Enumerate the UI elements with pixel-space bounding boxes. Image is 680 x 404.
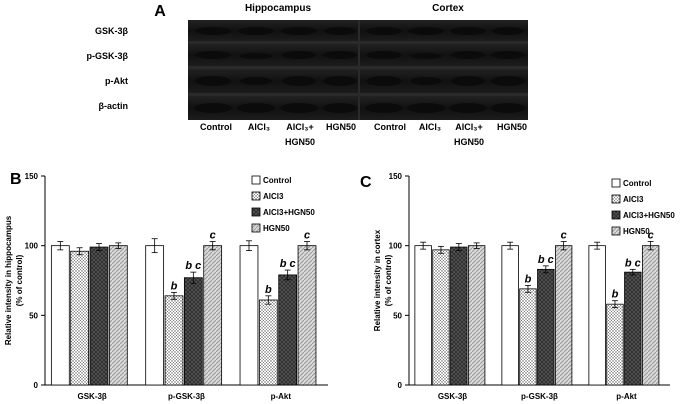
x-tick-label: GSK-3β bbox=[77, 392, 106, 401]
panel-a-label: A bbox=[154, 3, 166, 20]
y-axis-label: (% of control) bbox=[15, 254, 24, 306]
legend-label: AlCl3+HGN50 bbox=[263, 208, 315, 217]
y-tick-label: 0 bbox=[34, 381, 39, 390]
lane-label-alcl3: AlCl₃ bbox=[248, 122, 270, 132]
bar bbox=[183, 277, 203, 386]
panel-label: B bbox=[10, 171, 22, 188]
y-axis-label: Relative intensity in cortex bbox=[373, 229, 382, 331]
bar bbox=[606, 303, 624, 386]
y-axis-label: (% of control) bbox=[384, 254, 393, 306]
lane-label-control: Control bbox=[200, 122, 232, 132]
bar bbox=[467, 245, 486, 386]
blot-strip bbox=[360, 44, 528, 66]
panel-a: A Hippocampus Cortex GSK-3β p-GSK-3β p-A… bbox=[87, 3, 528, 147]
significance-letter: b c bbox=[185, 260, 201, 272]
x-tick-label: p-Akt bbox=[616, 392, 637, 401]
y-tick-label: 150 bbox=[25, 172, 39, 181]
legend-label: AlCl3 bbox=[263, 192, 284, 201]
lane-label-hgn50: HGN50 bbox=[326, 122, 356, 132]
legend-label: HGN50 bbox=[623, 227, 650, 236]
significance-letter: c bbox=[210, 229, 216, 241]
legend-swatch bbox=[251, 223, 261, 233]
significance-letter: b c bbox=[538, 254, 554, 266]
bar bbox=[414, 245, 432, 386]
panel-label: C bbox=[360, 174, 372, 191]
legend-swatch bbox=[611, 194, 621, 204]
legend-label: AlCl3 bbox=[623, 195, 644, 204]
blot-image bbox=[188, 20, 528, 120]
y-tick-label: 100 bbox=[25, 242, 39, 251]
bar bbox=[50, 245, 70, 386]
legend-swatch bbox=[251, 207, 261, 217]
x-tick-label: p-Akt bbox=[271, 392, 292, 401]
blot-row-label: p-GSK-3β bbox=[87, 51, 129, 61]
lane-label-alcl3: AlCl₃ bbox=[419, 122, 441, 132]
bar bbox=[70, 250, 90, 386]
legend-swatch bbox=[251, 175, 261, 185]
lane-label-combo: HGN50 bbox=[454, 137, 484, 147]
bar bbox=[239, 245, 259, 386]
bar bbox=[203, 245, 223, 386]
significance-letter: b bbox=[265, 284, 272, 296]
bar bbox=[297, 245, 317, 386]
significance-letter: b c bbox=[280, 258, 296, 270]
significance-letter: c bbox=[304, 229, 310, 241]
bar bbox=[108, 245, 128, 386]
bar bbox=[432, 249, 450, 386]
lane-label-combo: HGN50 bbox=[285, 137, 315, 147]
bar bbox=[278, 274, 298, 386]
lane-label-hgn50: HGN50 bbox=[497, 122, 527, 132]
bar bbox=[624, 271, 642, 386]
legend-label: AlCl3+HGN50 bbox=[623, 211, 675, 220]
chart-c: C Relative intensity in cortex (% of contr… bbox=[360, 172, 675, 401]
lane-label-combo: AlCl₃+ bbox=[286, 122, 313, 132]
y-tick-label: 50 bbox=[29, 311, 38, 320]
blot-row-label: p-Akt bbox=[105, 76, 128, 86]
blot-row-label: β-actin bbox=[99, 101, 129, 111]
significance-letter: b bbox=[612, 289, 619, 301]
region-label-hippocampus: Hippocampus bbox=[245, 3, 312, 14]
chart-b: B Relative intensity in hippocampus (% of … bbox=[4, 171, 328, 401]
region-label-cortex: Cortex bbox=[432, 3, 464, 14]
legend-swatch bbox=[611, 210, 621, 220]
bar bbox=[519, 288, 537, 386]
x-tick-label: p-GSK-3β bbox=[521, 392, 558, 401]
significance-letter: c bbox=[648, 229, 654, 241]
legend-swatch bbox=[611, 226, 621, 236]
blot-strip bbox=[188, 44, 358, 66]
lane-label-control: Control bbox=[374, 122, 406, 132]
y-tick-label: 0 bbox=[398, 381, 403, 390]
blot-row-label: GSK-3β bbox=[95, 26, 129, 36]
legend-label: Control bbox=[263, 176, 291, 185]
bar bbox=[164, 295, 184, 386]
significance-letter: b bbox=[525, 273, 532, 285]
bar bbox=[258, 299, 278, 386]
y-axis-label: Relative intensity in hippocampus bbox=[4, 215, 13, 345]
bar bbox=[554, 245, 573, 386]
bar bbox=[588, 245, 606, 386]
bar bbox=[450, 246, 468, 386]
x-tick-label: GSK-3β bbox=[438, 392, 467, 401]
bar bbox=[537, 268, 555, 386]
bar bbox=[501, 245, 519, 386]
y-tick-label: 100 bbox=[389, 242, 403, 251]
legend-swatch bbox=[251, 191, 261, 201]
bar bbox=[145, 245, 165, 386]
blot-strip bbox=[360, 20, 528, 41]
significance-letter: c bbox=[561, 229, 567, 241]
significance-letter: b bbox=[171, 280, 178, 292]
legend-swatch bbox=[611, 178, 621, 188]
legend-label: HGN50 bbox=[263, 224, 290, 233]
bar bbox=[89, 246, 109, 386]
legend-label: Control bbox=[623, 179, 651, 188]
lane-label-combo: AlCl₃+ bbox=[455, 122, 482, 132]
significance-letter: b c bbox=[625, 257, 641, 269]
y-tick-label: 150 bbox=[389, 172, 403, 181]
bar bbox=[641, 245, 660, 386]
y-tick-label: 50 bbox=[393, 311, 402, 320]
x-tick-label: p-GSK-3β bbox=[168, 392, 205, 401]
